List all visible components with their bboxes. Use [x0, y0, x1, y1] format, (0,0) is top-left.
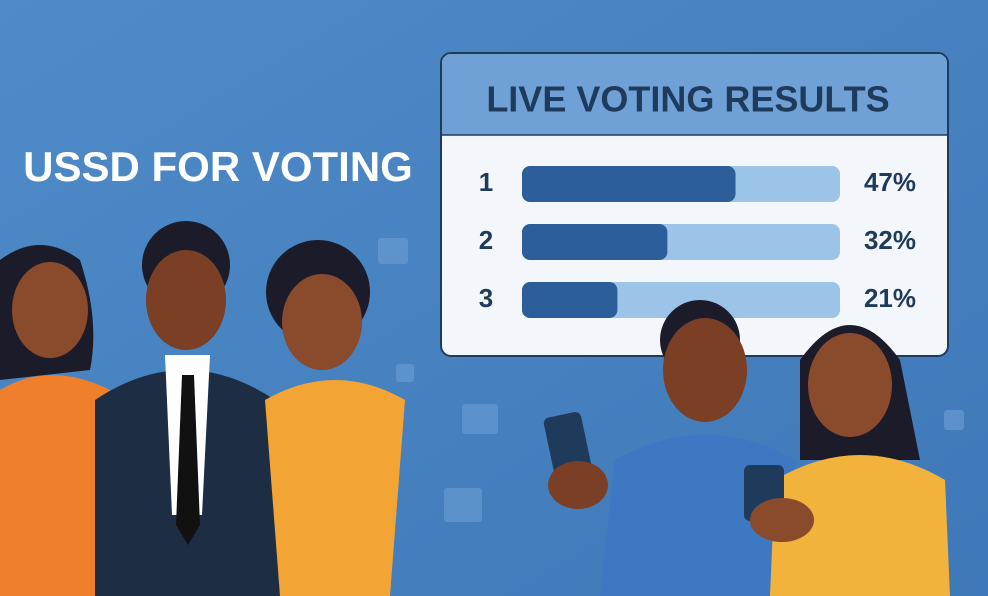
value-label: 47%	[864, 167, 916, 197]
value-label: 21%	[864, 283, 916, 313]
results-panel	[440, 52, 949, 357]
panel-title: LIVE VOTING RESULTS	[486, 79, 889, 120]
bar	[522, 166, 736, 202]
decor-squares	[378, 238, 964, 522]
bars: 1 47% 2 32% 3 21%	[479, 166, 916, 318]
bar	[522, 282, 618, 318]
row-label: 1	[479, 167, 493, 197]
headline: USSD FOR VOTING	[23, 143, 413, 190]
row-label: 2	[479, 225, 493, 255]
people	[0, 221, 950, 596]
row-label: 3	[479, 283, 493, 313]
value-label: 32%	[864, 225, 916, 255]
bar	[522, 224, 668, 260]
